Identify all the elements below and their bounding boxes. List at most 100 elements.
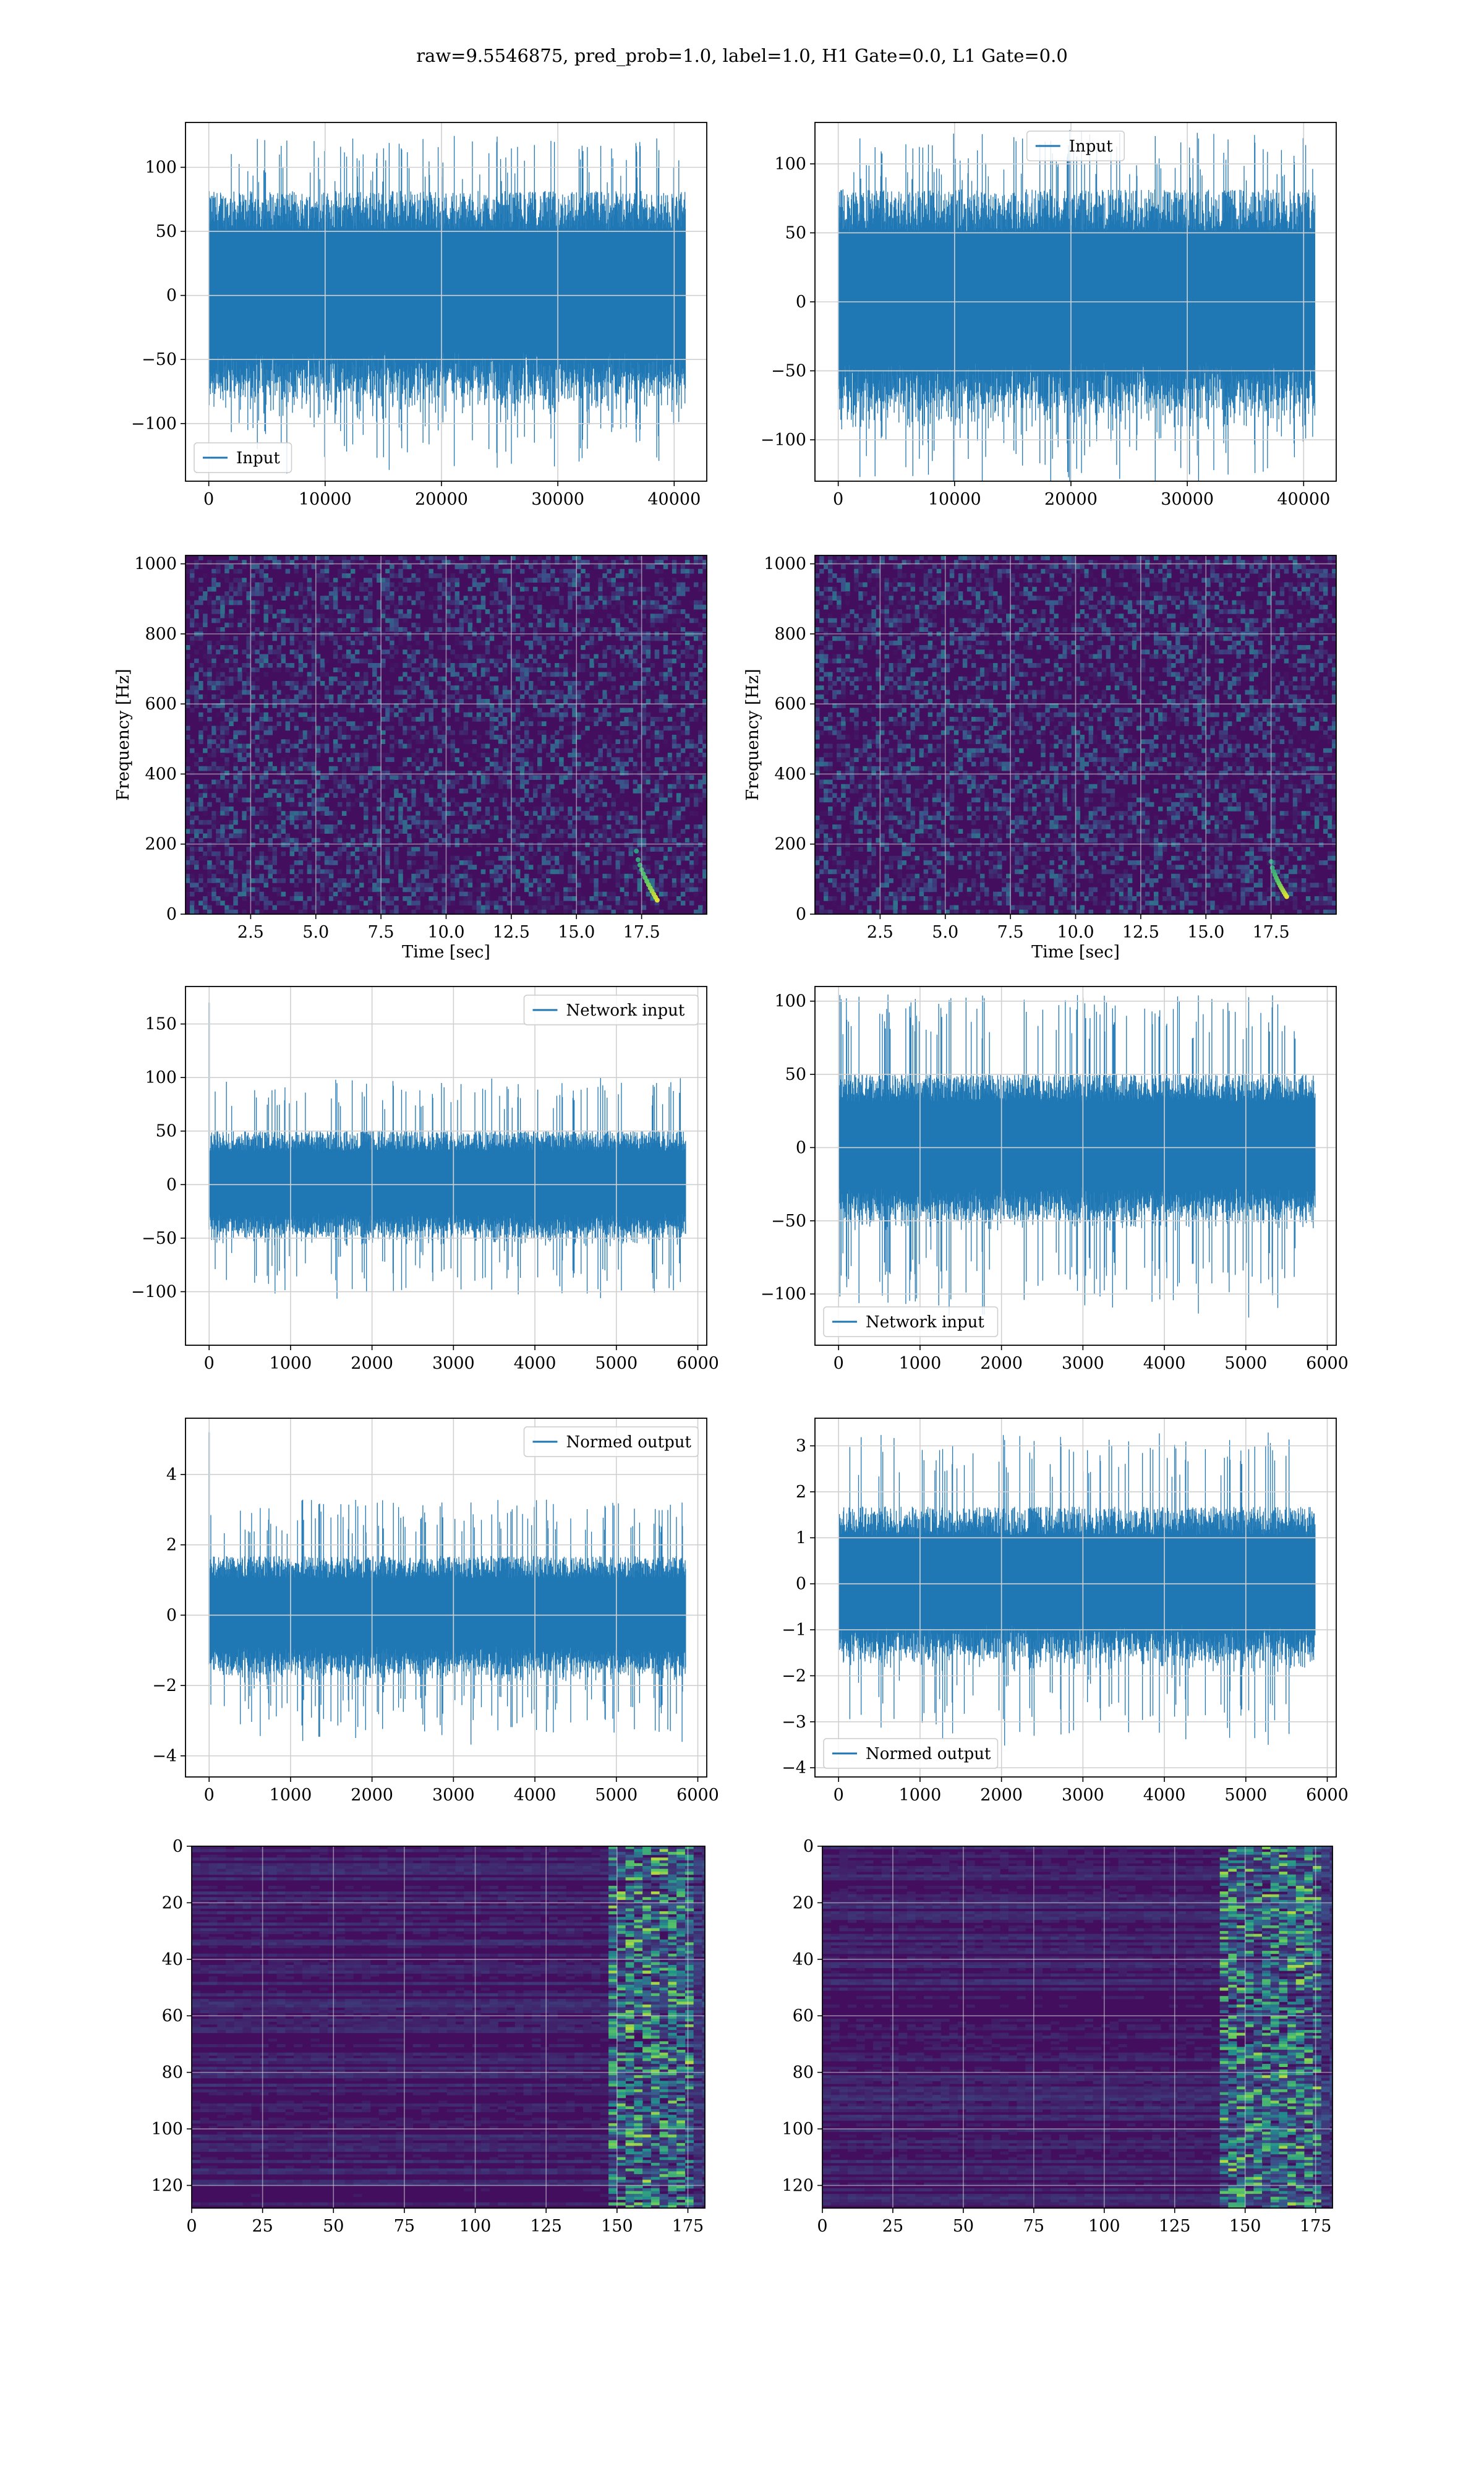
y-tick-label: 400 xyxy=(145,764,177,784)
x-tick-label: 30000 xyxy=(531,490,584,509)
axes-frame xyxy=(814,986,1337,1346)
x-tick-label: 1000 xyxy=(899,1354,942,1373)
legend-label: Input xyxy=(236,449,280,468)
figure-suptitle: raw=9.5546875, pred_prob=1.0, label=1.0,… xyxy=(416,45,1068,67)
x-tick-label: 20000 xyxy=(415,490,468,509)
y-tick-label: 120 xyxy=(151,2176,183,2195)
x-tick-label: 150 xyxy=(601,2217,633,2236)
y-tick-label: 50 xyxy=(156,222,177,241)
axes-frame xyxy=(185,1418,707,1778)
axes-frame xyxy=(814,1418,1337,1778)
x-tick-label: 4000 xyxy=(1143,1786,1186,1805)
plot-area-r4c2 xyxy=(815,1418,1336,1777)
x-tick-label: 0 xyxy=(204,1786,215,1805)
chirp-point xyxy=(636,857,641,862)
plot-area-r2c1 xyxy=(186,555,707,914)
x-tick-label: 15.0 xyxy=(558,923,595,942)
x-tick-label: 5.0 xyxy=(932,923,958,942)
axes-frame xyxy=(191,1846,706,2209)
y-tick-label: −1 xyxy=(782,1620,806,1640)
y-tick-label: −50 xyxy=(142,1229,177,1248)
x-tick-label: 40000 xyxy=(1277,490,1330,509)
x-tick-label: 17.5 xyxy=(1253,923,1290,942)
axes-r4c2: 0 1000 2000 3000 4000 5000 6000 −4 −3 −2 −1 0 1 2 3 Nor… xyxy=(782,1418,1349,1805)
y-axis-label: Frequency [Hz] xyxy=(743,669,762,800)
y-tick-label: 0 xyxy=(173,1837,183,1856)
x-tick-label: 25 xyxy=(882,2217,903,2236)
y-tick-label: 0 xyxy=(166,286,177,306)
x-tick-label: 30000 xyxy=(1161,490,1214,509)
x-tick-label: 5000 xyxy=(595,1786,638,1805)
y-tick-label: 100 xyxy=(145,158,177,178)
x-tick-label: 15.0 xyxy=(1187,923,1224,942)
y-tick-label: 20 xyxy=(162,1893,183,1912)
y-tick-label: −50 xyxy=(142,350,177,369)
axes-r2c1: 2.5 5.0 7.5 10.0 12.5 15.0 17.5 0 200 400 600 800 10… xyxy=(114,555,707,962)
y-tick-label: 50 xyxy=(785,223,806,242)
plot-area-r2c2 xyxy=(815,555,1336,914)
x-tick-label: 50 xyxy=(953,2217,974,2236)
x-tick-label: 7.5 xyxy=(997,923,1024,942)
y-tick-label: −100 xyxy=(761,430,806,450)
legend-label: Network input xyxy=(566,1001,685,1020)
x-tick-label: 3000 xyxy=(432,1786,475,1805)
axes-r5c2: 0 25 50 75 100 125 150 175 0 20 40 60 80 100 120 xyxy=(782,1837,1333,2236)
x-tick-label: 10000 xyxy=(299,490,352,509)
plot-area-r3c2 xyxy=(815,987,1336,1345)
axes-r1c2: 0 10000 20000 30000 40000 −100 −50 0 50 100 Input xyxy=(761,122,1337,509)
plot-area-r1c1 xyxy=(186,122,707,481)
y-tick-label: −3 xyxy=(782,1713,806,1732)
x-tick-label: 7.5 xyxy=(368,923,394,942)
x-tick-label: 100 xyxy=(459,2217,492,2236)
x-tick-label: 40000 xyxy=(647,490,701,509)
x-tick-label: 175 xyxy=(1300,2217,1332,2236)
axes-r4c1: 0 1000 2000 3000 4000 5000 6000 −4 −2 0 2 4 Normed o… xyxy=(152,1418,719,1805)
axes-r2c2: 2.5 5.0 7.5 10.0 12.5 15.0 17.5 0 200 400 600 800 10… xyxy=(743,555,1337,962)
x-tick-label: 2.5 xyxy=(867,923,893,942)
y-tick-label: 0 xyxy=(796,293,806,312)
x-tick-label: 4000 xyxy=(514,1786,556,1805)
x-tick-label: 12.5 xyxy=(1122,923,1159,942)
plot-area-r5c2 xyxy=(822,1846,1333,2208)
y-tick-label: 80 xyxy=(793,2063,814,2082)
x-tick-label: 20000 xyxy=(1044,490,1098,509)
y-tick-label: 50 xyxy=(156,1122,177,1141)
y-tick-label: 600 xyxy=(774,695,806,714)
y-tick-label: 200 xyxy=(774,835,806,854)
y-tick-label: 2 xyxy=(796,1483,806,1502)
y-tick-label: 0 xyxy=(166,905,177,924)
x-tick-label: 0 xyxy=(186,2217,197,2236)
y-tick-label: 0 xyxy=(796,1138,806,1157)
y-tick-label: 100 xyxy=(145,1068,177,1087)
legend-label: Normed output xyxy=(566,1433,692,1452)
y-tick-label: −50 xyxy=(771,1212,806,1231)
legend-label: Input xyxy=(1069,137,1113,156)
plot-area-r1c2 xyxy=(815,122,1336,481)
y-tick-label: 1000 xyxy=(134,555,177,574)
x-tick-label: 50 xyxy=(323,2217,344,2236)
y-tick-label: 150 xyxy=(145,1015,177,1034)
legend-label: Network input xyxy=(866,1313,984,1332)
x-tick-label: 0 xyxy=(833,490,843,509)
axes-r3c2: 0 1000 2000 3000 4000 5000 6000 −100 −50 0 50 100 Ne… xyxy=(761,986,1349,1373)
x-tick-label: 125 xyxy=(530,2217,562,2236)
plot-area-r5c1 xyxy=(192,1846,705,2208)
y-tick-label: 80 xyxy=(162,2063,183,2082)
x-tick-label: 0 xyxy=(203,490,214,509)
axes-r3c1: 0 1000 2000 3000 4000 5000 6000 −100 −50 0 50 100 15… xyxy=(131,986,719,1373)
x-tick-label: 6000 xyxy=(1306,1786,1349,1805)
legend: Network input xyxy=(523,995,699,1025)
y-tick-label: 100 xyxy=(774,992,806,1011)
x-tick-label: 1000 xyxy=(270,1354,312,1373)
y-tick-label: 200 xyxy=(145,835,177,854)
axes-frame xyxy=(822,1846,1333,2209)
axes-frame xyxy=(185,986,707,1346)
legend: Normed output xyxy=(523,1426,699,1457)
x-axis-label: Time [sec] xyxy=(402,943,490,962)
plot-area-r3c1 xyxy=(186,987,707,1345)
x-tick-label: 75 xyxy=(1023,2217,1044,2236)
x-tick-label: 2000 xyxy=(980,1786,1023,1805)
chirp-point xyxy=(654,897,660,903)
x-tick-label: 4000 xyxy=(1143,1354,1186,1373)
